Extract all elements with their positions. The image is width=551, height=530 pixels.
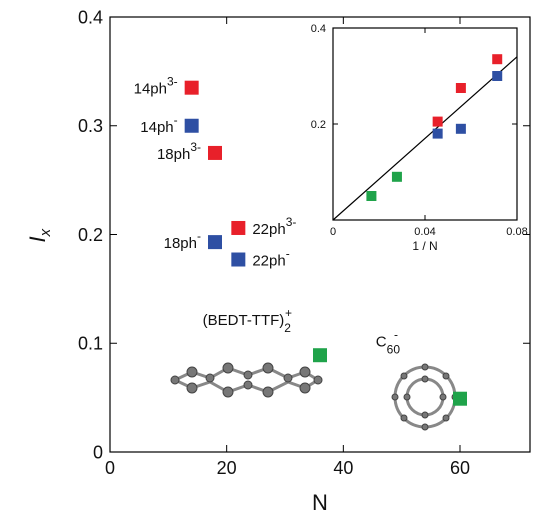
y-tick-label: 0.2 xyxy=(78,225,103,245)
data-point xyxy=(208,145,222,160)
point-label-sub: 2 xyxy=(284,321,291,335)
data-point xyxy=(432,128,443,139)
point-label: 18ph- xyxy=(164,229,201,252)
point-label: 22ph3- xyxy=(252,215,296,238)
point-label: 18ph3- xyxy=(157,140,201,163)
data-point xyxy=(366,191,377,201)
data-point xyxy=(492,54,503,65)
x-axis-label: N xyxy=(312,490,328,515)
point-label-text: C xyxy=(376,334,387,351)
y-tick-label: 0.1 xyxy=(78,334,103,354)
data-point xyxy=(453,391,467,406)
c60-molecule xyxy=(391,363,459,431)
fit-line xyxy=(332,56,518,221)
y-tick-label: 0.2 xyxy=(311,119,326,131)
point-label-sup: 3- xyxy=(286,215,297,229)
data-point xyxy=(391,171,402,182)
point-label-sup: 3- xyxy=(167,75,178,89)
data-point xyxy=(455,123,466,134)
data-point xyxy=(184,118,199,133)
x-tick-label: 0.08 xyxy=(506,226,527,238)
y-axis-label: Ix xyxy=(25,228,54,242)
data-point xyxy=(455,83,466,93)
point-label-sup: - xyxy=(394,328,398,342)
point-label-text: (BEDT-TTF) xyxy=(203,312,285,329)
point-label-sup: - xyxy=(286,247,290,261)
y-tick-label: 0.3 xyxy=(78,116,103,136)
y-axis-label-sub: x xyxy=(37,228,54,237)
point-label-sup: - xyxy=(197,229,201,243)
point-label: 14ph3- xyxy=(134,75,178,98)
plot-frame xyxy=(332,27,518,221)
point-label-sup: + xyxy=(285,306,292,320)
data-point xyxy=(184,80,199,95)
x-tick-label: 60 xyxy=(450,458,470,478)
x-axis-label: 1 / N xyxy=(412,239,437,253)
x-tick-label: 40 xyxy=(333,458,353,478)
point-label-text: 18ph xyxy=(157,146,190,163)
data-point xyxy=(208,235,222,250)
point-label-sub: 60 xyxy=(387,343,401,357)
data-point xyxy=(231,252,246,267)
y-axis-label-main: I xyxy=(25,236,50,242)
point-label-text: 22ph xyxy=(252,253,285,270)
point-label-text: 18ph xyxy=(164,235,197,252)
point-label-sup: - xyxy=(174,113,178,127)
x-tick-label: 0 xyxy=(330,226,336,238)
x-tick-label: 0.04 xyxy=(414,226,435,238)
point-label: (BEDT-TTF)2+ xyxy=(203,306,292,335)
point-label: 22ph- xyxy=(252,247,289,270)
y-tick-label: 0.4 xyxy=(311,23,326,35)
y-tick-label: 0.4 xyxy=(78,7,103,27)
point-label-text: 14ph xyxy=(134,81,167,98)
point-label: C60- xyxy=(376,328,401,357)
x-tick-label: 20 xyxy=(217,458,237,478)
point-label-sup: 3- xyxy=(190,140,201,154)
data-point xyxy=(432,116,443,127)
x-tick-label: 0 xyxy=(105,458,115,478)
data-point xyxy=(492,71,503,81)
point-label-text: 14ph xyxy=(140,119,173,136)
bedt-ttf-molecule xyxy=(170,362,323,398)
point-label: 14ph- xyxy=(140,113,177,136)
data-point xyxy=(231,220,246,235)
y-tick-label: 0 xyxy=(93,442,103,462)
data-point xyxy=(313,348,327,363)
point-label-text: 22ph xyxy=(252,221,285,238)
